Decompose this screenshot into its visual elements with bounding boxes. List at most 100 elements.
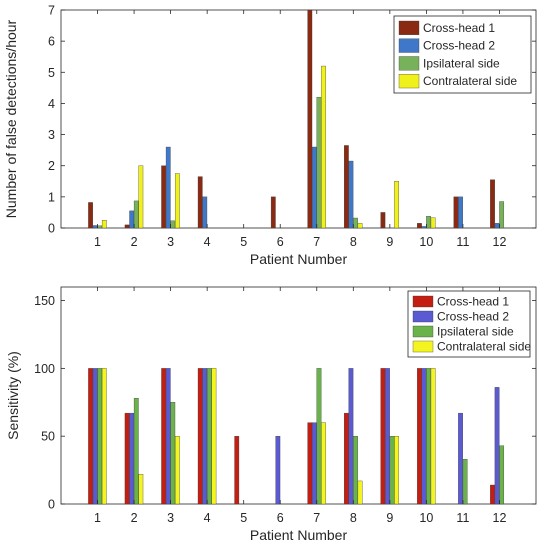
bar-p10-s3	[426, 215, 431, 229]
x-axis-label: Patient Number	[250, 527, 348, 543]
bar-p2-s4	[138, 473, 144, 505]
bar-p4-s1	[197, 176, 203, 229]
bar-p4-s2	[202, 196, 208, 229]
legend-label: Ipsilateral side	[423, 56, 500, 70]
x-tick-label: 11	[456, 235, 469, 249]
x-tick-label: 3	[167, 511, 174, 525]
x-tick-label: 8	[350, 511, 357, 525]
x-tick-label: 1	[94, 235, 101, 249]
y-tick-label: 7	[48, 4, 55, 18]
bar-p8-s4	[357, 223, 363, 229]
bar-p3-s2	[165, 146, 171, 229]
bar-p7-s4	[321, 422, 326, 505]
bar-p12-s2	[494, 387, 500, 505]
bar-p7-s2	[312, 422, 317, 505]
y-tick-label: 100	[34, 362, 55, 376]
bar-p10-s1	[417, 368, 422, 505]
bar-p7-s3	[316, 368, 322, 505]
bar-p8-s2	[348, 368, 354, 505]
x-tick-label: 10	[419, 235, 433, 249]
bar-p2-s4	[138, 165, 144, 229]
legend-swatch	[412, 295, 434, 308]
bar-p7-s3	[316, 97, 322, 229]
bar-p1-s3	[97, 368, 103, 505]
legend-swatch	[412, 325, 434, 338]
x-tick-label: 7	[313, 235, 320, 249]
x-tick-label: 5	[240, 511, 247, 525]
bar-p8-s3	[353, 436, 358, 505]
legend-swatch	[398, 38, 420, 53]
bar-p3-s4	[175, 173, 180, 229]
y-axis-label: Sensitivity (%)	[5, 351, 21, 440]
x-tick-label: 3	[167, 235, 174, 249]
bar-p4-s3	[206, 368, 212, 505]
bar-p2-s2	[129, 210, 135, 229]
y-tick-label: 2	[48, 159, 55, 173]
x-tick-label: 6	[277, 235, 284, 249]
bar-p8-s1	[343, 145, 349, 229]
bar-p3-s1	[161, 368, 167, 505]
bar-p10-s4	[430, 368, 436, 505]
plot-frame	[60, 286, 537, 505]
bar-p4-s2	[202, 368, 208, 505]
x-tick-label: 9	[386, 511, 393, 525]
bar-p2-s3	[133, 398, 139, 505]
bar-p6-s2	[275, 436, 281, 505]
x-tick-label: 8	[350, 235, 357, 249]
bar-p12-s3	[499, 201, 505, 229]
y-tick-label: 0	[48, 498, 55, 512]
legend-swatch	[412, 310, 434, 323]
x-tick-label: 1	[94, 511, 101, 525]
x-tick-label: 2	[131, 235, 138, 249]
bar-p12-s2	[494, 223, 500, 229]
bar-p8-s1	[343, 412, 349, 505]
bar-p2-s1	[124, 224, 130, 229]
bar-p11-s3	[462, 459, 468, 505]
x-tick-label: 7	[313, 511, 320, 525]
bar-p9-s1	[380, 212, 386, 229]
x-tick-label: 6	[277, 511, 284, 525]
y-tick-label: 150	[34, 294, 55, 308]
y-tick-label: 6	[48, 35, 55, 49]
bar-p10-s4	[430, 217, 436, 229]
bar-p4-s4	[211, 368, 217, 505]
legend-swatch	[398, 56, 420, 71]
bar-p2-s1	[124, 412, 130, 505]
bar-p7-s2	[312, 146, 317, 229]
bar-p11-s1	[453, 196, 459, 229]
legend-label: Cross-head 1	[423, 21, 495, 35]
bar-p3-s3	[170, 402, 176, 505]
bar-p8-s2	[348, 160, 354, 229]
x-tick-label: 12	[493, 511, 507, 525]
y-tick-label: 3	[48, 128, 55, 142]
legend-label: Contralateral side	[437, 340, 531, 354]
bar-p1-s4	[101, 368, 107, 505]
y-tick-label: 50	[41, 430, 55, 444]
bar-p2-s2	[129, 412, 135, 505]
bar-p11-s2	[458, 412, 463, 505]
y-tick-label: 1	[48, 190, 55, 204]
bar-p9-s2	[385, 368, 390, 505]
plot-frame	[60, 9, 537, 229]
bar-p6-s1	[270, 196, 276, 229]
x-axis-label: Patient Number	[250, 251, 348, 267]
bar-p9-s3	[389, 436, 395, 505]
x-tick-label: 4	[204, 511, 211, 525]
bar-p1-s3	[97, 225, 103, 229]
bar-p1-s1	[88, 368, 93, 505]
y-axis-label: Number of false detections/hour	[3, 19, 19, 218]
x-tick-label: 4	[204, 235, 211, 249]
x-tick-label: 11	[456, 511, 469, 525]
legend-swatch	[412, 340, 434, 353]
x-tick-label: 9	[386, 235, 393, 249]
bar-p12-s1	[490, 179, 495, 229]
bar-p3-s3	[170, 220, 176, 229]
x-tick-label: 10	[419, 511, 433, 525]
x-tick-label: 12	[493, 235, 507, 249]
legend-label: Cross-head 2	[437, 310, 509, 324]
bar-p1-s1	[88, 202, 93, 229]
